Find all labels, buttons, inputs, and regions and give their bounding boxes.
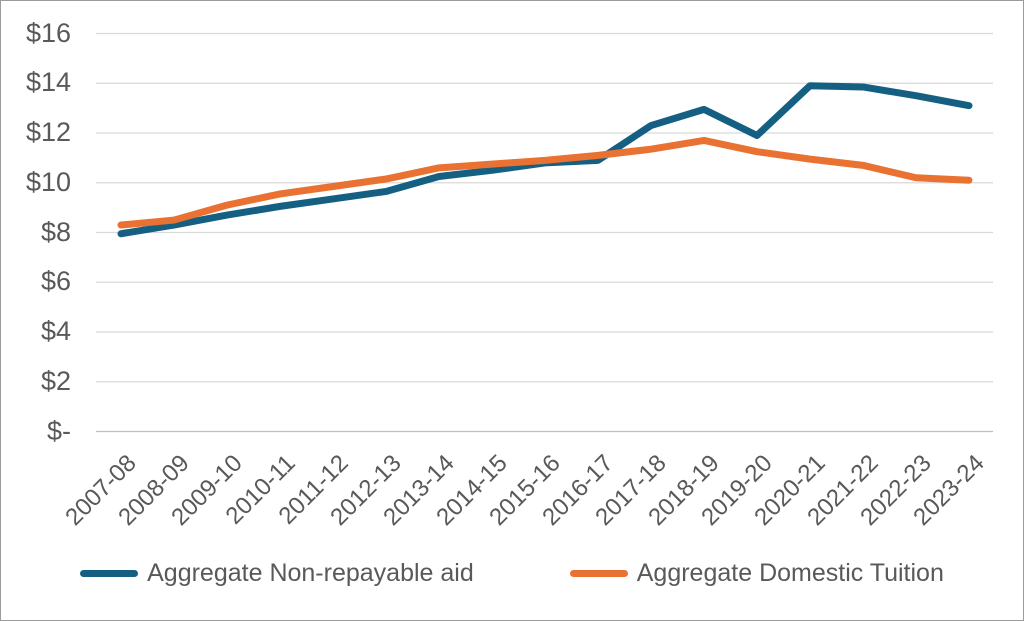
y-axis-tick-label: $6: [40, 266, 71, 297]
y-axis-tick-label: $4: [40, 316, 71, 346]
legend-label: Aggregate Non-repayable aid: [147, 559, 474, 587]
y-axis-tick-label: $2: [40, 365, 71, 396]
legend-line-swatch-blue: [80, 570, 139, 577]
series-line-domestic-tuition: [117, 136, 973, 229]
y-axis-tick-label: $12: [25, 117, 71, 147]
y-axis-tick-label: $10: [25, 166, 71, 197]
legend-item-non-repayable-aid: Aggregate Non-repayable aid: [80, 559, 474, 588]
legend-label: Aggregate Domestic Tuition: [636, 559, 944, 587]
legend-item-domestic-tuition: Aggregate Domestic Tuition: [569, 559, 944, 588]
y-axis-tick-label: $-: [46, 415, 71, 446]
y-axis-tick-label: $8: [40, 216, 71, 247]
y-axis-tick-label: $16: [25, 17, 71, 48]
legend-line-swatch-orange: [569, 570, 628, 577]
y-axis-tick-label: $14: [25, 67, 71, 98]
chart-legend: Aggregate Non-repayable aid Aggregate Do…: [1, 559, 1023, 588]
